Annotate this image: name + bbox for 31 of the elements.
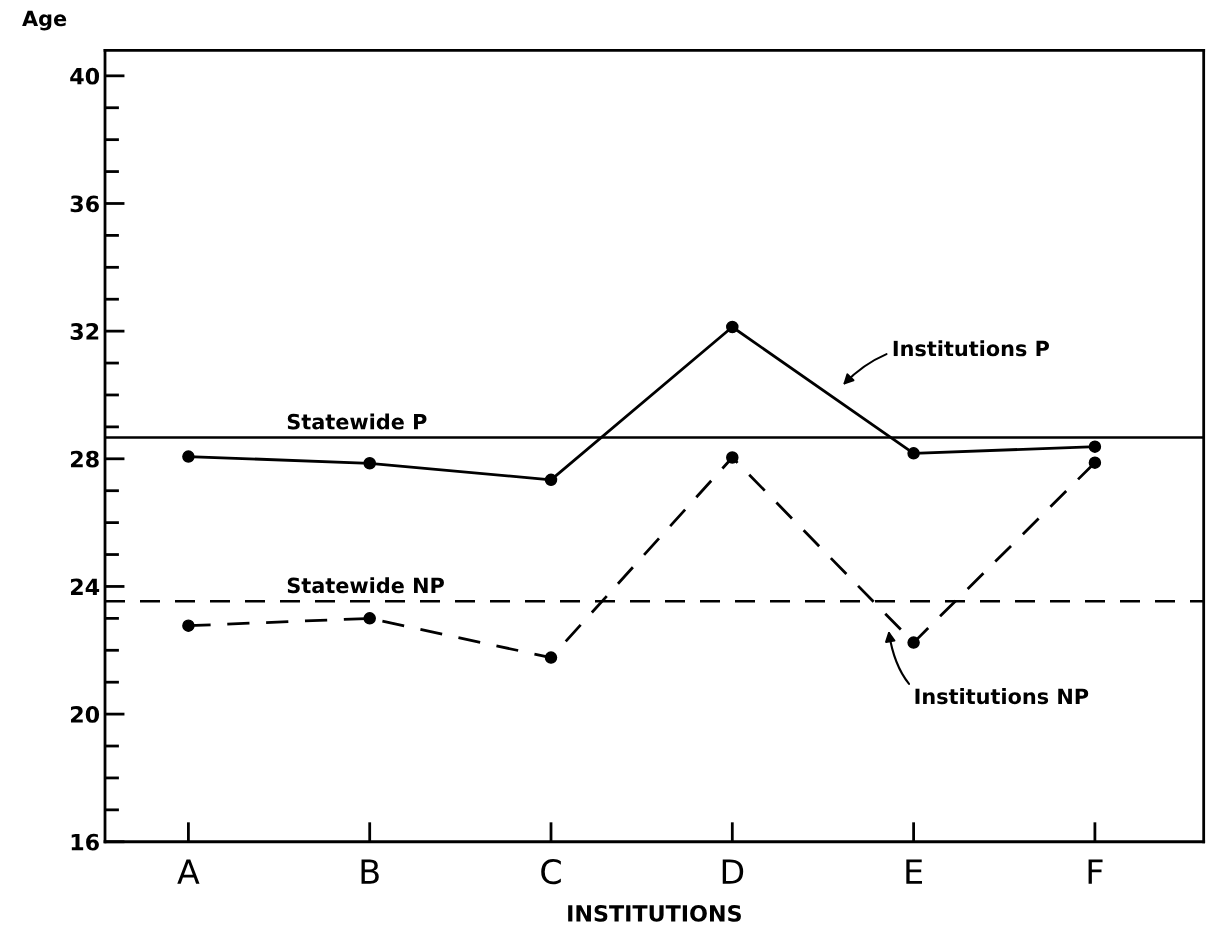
y-tick-label: 32 xyxy=(70,323,99,340)
annotation: Institutions P xyxy=(893,340,1050,357)
point xyxy=(544,651,558,664)
x-tick-label: C xyxy=(541,859,561,885)
y-tick-label: 36 xyxy=(70,195,99,213)
point xyxy=(1088,440,1102,453)
y-tick-label: 28 xyxy=(70,450,99,468)
point xyxy=(182,619,195,632)
x-tick-label: D xyxy=(722,859,744,884)
point xyxy=(726,451,739,464)
ref-line-label: Statewide P xyxy=(287,413,427,430)
point xyxy=(544,473,558,487)
point xyxy=(182,450,195,463)
point xyxy=(363,612,376,625)
point xyxy=(363,457,376,470)
y-tick-label: 24 xyxy=(70,578,100,595)
y-tick-label: 16 xyxy=(71,833,99,851)
point xyxy=(726,320,739,334)
x-tick-label: B xyxy=(361,859,379,884)
x-axis-title: INSTITUTIONS xyxy=(568,904,741,922)
y-tick-label: 20 xyxy=(70,706,100,723)
annotation: Institutions NP xyxy=(915,688,1089,705)
point xyxy=(907,447,920,460)
point xyxy=(1088,456,1102,469)
x-tick-label: E xyxy=(906,859,922,884)
x-tick-label: A xyxy=(177,859,200,884)
x-tick-label: F xyxy=(1088,859,1103,884)
y-axis-title: Age xyxy=(22,10,67,31)
ref-line-label: Statewide NP xyxy=(287,577,444,594)
point xyxy=(907,636,920,649)
y-tick-label: 40 xyxy=(70,67,100,85)
